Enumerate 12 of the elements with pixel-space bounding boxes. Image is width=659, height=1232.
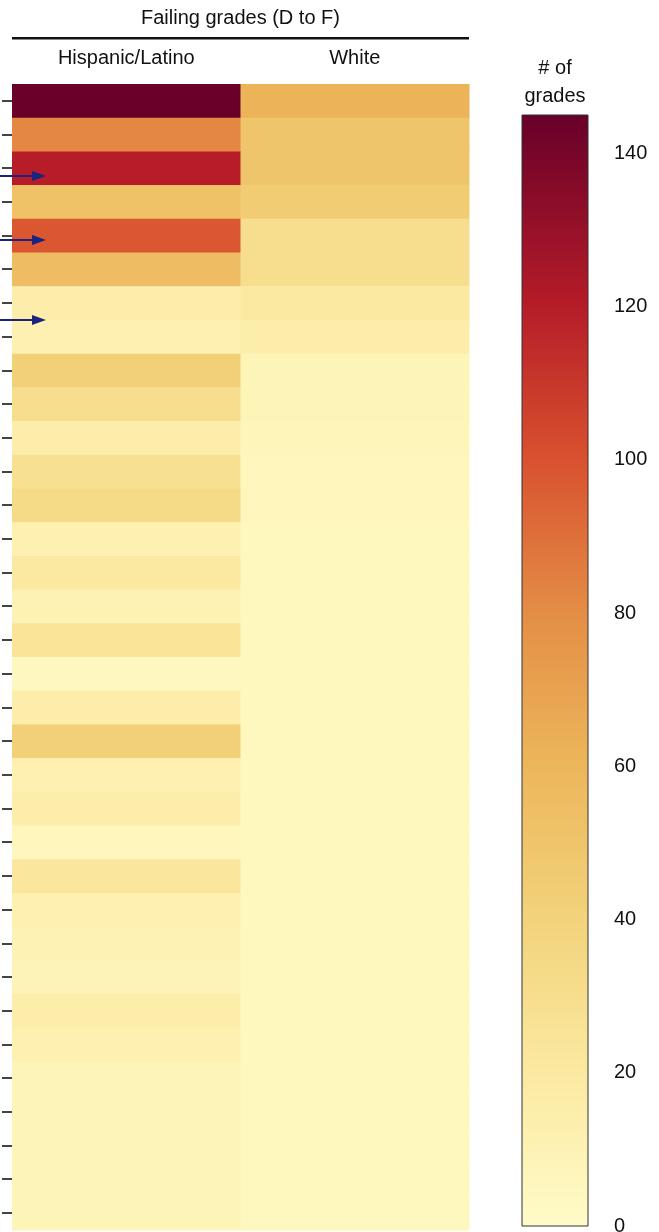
- color-bar-title: # of grades: [524, 55, 586, 106]
- color-bar-label: 100: [614, 447, 648, 470]
- color-bar-label: 20: [614, 1060, 637, 1083]
- color-bar-label: 60: [614, 753, 637, 776]
- x-tick-label: Hispanic/Latino: [57, 45, 195, 68]
- color-bar-label: 80: [614, 600, 637, 623]
- color-bar-label: 40: [614, 907, 637, 930]
- color-bar-label: 0: [614, 1213, 626, 1232]
- color-bar-label: 120: [614, 294, 648, 317]
- color-bar-label: 140: [614, 140, 648, 163]
- chart-title: Failing grades (D to F): [141, 5, 340, 28]
- x-tick-label: White: [329, 45, 381, 68]
